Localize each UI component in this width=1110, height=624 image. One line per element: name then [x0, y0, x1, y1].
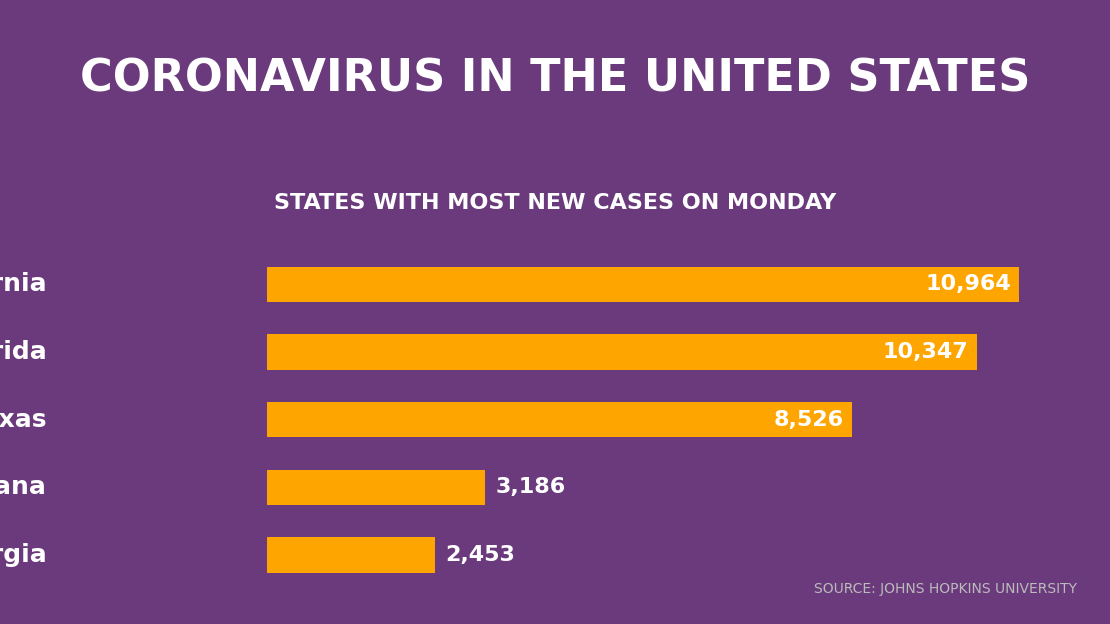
Bar: [266, 537, 435, 573]
Text: Texas: Texas: [0, 407, 47, 432]
Text: CORONAVIRUS IN THE UNITED STATES: CORONAVIRUS IN THE UNITED STATES: [80, 58, 1030, 101]
Text: Florida: Florida: [0, 340, 47, 364]
Text: SOURCE: JOHNS HOPKINS UNIVERSITY: SOURCE: JOHNS HOPKINS UNIVERSITY: [814, 582, 1077, 596]
Text: 10,347: 10,347: [882, 342, 969, 362]
Bar: [266, 334, 977, 369]
Text: 10,964: 10,964: [926, 274, 1011, 295]
Text: Georgia: Georgia: [0, 543, 47, 567]
Text: STATES WITH MOST NEW CASES ON MONDAY: STATES WITH MOST NEW CASES ON MONDAY: [274, 193, 836, 213]
Bar: [266, 266, 1019, 302]
Text: Louisiana: Louisiana: [0, 475, 47, 499]
Text: 2,453: 2,453: [445, 545, 515, 565]
Bar: [266, 470, 485, 505]
Text: 3,186: 3,186: [496, 477, 566, 497]
Bar: [266, 402, 852, 437]
Text: 8,526: 8,526: [774, 409, 844, 430]
Text: California: California: [0, 272, 47, 296]
